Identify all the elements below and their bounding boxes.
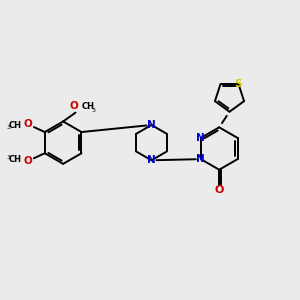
Text: 3: 3 [6,155,10,160]
Text: N: N [196,154,205,164]
Text: O: O [23,119,32,129]
Text: N: N [147,120,156,130]
Text: O: O [23,156,32,166]
Text: 3: 3 [92,108,96,113]
Text: CH: CH [8,121,21,130]
Text: N: N [196,133,205,143]
Text: O: O [70,101,78,111]
Text: CH: CH [82,102,95,111]
Text: S: S [235,79,242,89]
Text: CH: CH [8,155,21,164]
Text: O: O [214,185,224,195]
Text: N: N [147,155,156,165]
Text: 3: 3 [6,125,10,130]
